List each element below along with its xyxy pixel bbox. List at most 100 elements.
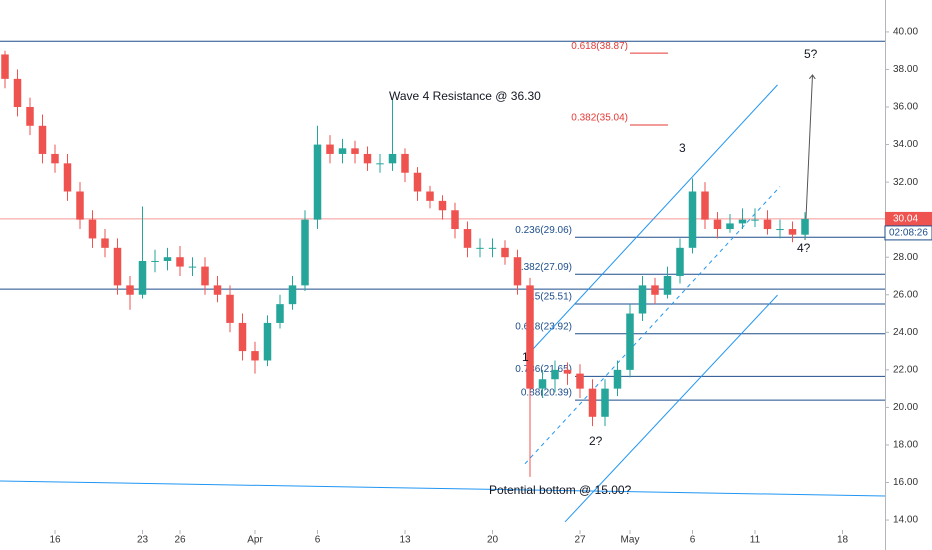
candle-body <box>201 266 209 286</box>
candle-body <box>538 379 547 389</box>
candle-body <box>13 78 22 108</box>
fib-target-label: 0.618(38.87) <box>571 41 628 52</box>
candle-body <box>701 191 709 220</box>
candle-body <box>451 210 459 230</box>
fib-label: 0.236(29.06) <box>515 225 572 236</box>
x-tick-label: 6 <box>690 535 696 546</box>
candle-body <box>551 369 559 380</box>
y-tick-label: 18.00 <box>893 440 918 451</box>
candle-body <box>113 247 122 286</box>
candle-body <box>263 322 272 361</box>
y-tick-label: 26.00 <box>893 289 918 300</box>
x-tick-label: Apr <box>247 535 263 546</box>
candle-body <box>151 260 159 262</box>
y-tick-label: 40.00 <box>893 27 918 38</box>
x-tick-label: 26 <box>174 535 186 546</box>
wave-label: 5? <box>804 47 818 61</box>
arrow <box>804 75 813 240</box>
x-tick-label: 20 <box>487 535 499 546</box>
candle-body <box>188 266 197 268</box>
countdown-box <box>884 225 932 241</box>
candle-body <box>213 285 222 295</box>
wave-label: 3 <box>679 141 686 155</box>
candle-body <box>351 148 359 154</box>
candle-body <box>426 191 434 201</box>
candle-body <box>338 148 347 154</box>
candle-body <box>63 163 72 192</box>
y-tick-label: 20.00 <box>893 402 918 413</box>
trendline <box>0 480 886 497</box>
candle-body <box>376 163 384 165</box>
x-tick-label: 13 <box>399 535 411 546</box>
trendline <box>564 294 778 523</box>
candle-body <box>126 285 134 295</box>
dashed-trendline <box>524 186 781 465</box>
candle-body <box>576 373 584 389</box>
wave-label: 4? <box>797 241 811 255</box>
candle-body <box>388 153 397 164</box>
x-tick-label: 23 <box>137 535 149 546</box>
candle-body <box>88 219 97 239</box>
candle-body <box>626 313 634 370</box>
candle-body <box>401 153 409 173</box>
candle-body <box>38 125 47 154</box>
x-tick-label: 11 <box>750 535 761 546</box>
candle-body <box>313 144 322 220</box>
x-tick-label: 27 <box>574 535 586 546</box>
fib-label: 0.88(20.39) <box>521 388 572 399</box>
y-tick-label: 32.00 <box>893 177 918 188</box>
candle-body <box>438 200 447 211</box>
annotation: Wave 4 Resistance @ 36.30 <box>389 89 541 103</box>
candle-body <box>676 247 684 276</box>
candle-body <box>76 191 84 220</box>
fib-label: 0.618(23.92) <box>515 321 572 332</box>
candle-body <box>763 219 772 230</box>
last-price-box <box>885 211 932 226</box>
plot: 0.236(29.06) 0.382(27.09) 0.5(25.51) 0.618(… <box>0 41 886 523</box>
candle-body <box>501 247 509 258</box>
candle-body <box>226 294 234 323</box>
candle-body <box>776 229 784 231</box>
y-tick-label: 28.00 <box>893 252 918 263</box>
candle-body <box>726 223 734 230</box>
wave-label: 2? <box>589 434 603 448</box>
fib-label: 0.5(25.51) <box>526 292 572 303</box>
candle-body <box>613 369 622 389</box>
x-tick-label: May <box>621 535 640 546</box>
y-tick-label: 38.00 <box>893 64 918 75</box>
candle-body <box>163 257 172 261</box>
y-tick-label: 16.00 <box>893 477 918 488</box>
last-price-label: 30.04 <box>893 214 918 225</box>
fib-target-label: 0.382(35.04) <box>571 113 628 124</box>
candle-body <box>276 304 284 323</box>
annotation: Potential bottom @ 15.00? <box>489 483 632 497</box>
candle-body <box>51 153 59 164</box>
candle-body <box>488 247 497 249</box>
candle-body <box>526 285 534 389</box>
candle-body <box>788 229 797 235</box>
candle-body <box>101 238 109 248</box>
candle-body <box>288 285 297 305</box>
y-tick-label: 34.00 <box>893 139 918 150</box>
candle-body <box>563 369 572 374</box>
x-tick-label: 18 <box>837 535 849 546</box>
candle-body <box>751 219 759 221</box>
candle-body <box>513 257 522 286</box>
candle-body <box>26 107 34 126</box>
candle-body <box>801 218 809 235</box>
fib-label: 0.382(27.09) <box>515 262 572 273</box>
candle-body <box>363 153 372 164</box>
candle-body <box>713 219 722 230</box>
candle-body <box>413 172 422 192</box>
candle-body <box>238 322 247 352</box>
x-tick-label: 16 <box>49 535 61 546</box>
candle-body <box>463 229 472 248</box>
y-tick-label: 36.00 <box>893 102 918 113</box>
candle-body <box>1 54 9 79</box>
candle-body <box>638 285 647 314</box>
y-tick-label: 14.00 <box>893 515 918 526</box>
y-tick-label: 22.00 <box>893 364 918 375</box>
candle-body <box>688 191 697 248</box>
candle-body <box>738 219 747 224</box>
